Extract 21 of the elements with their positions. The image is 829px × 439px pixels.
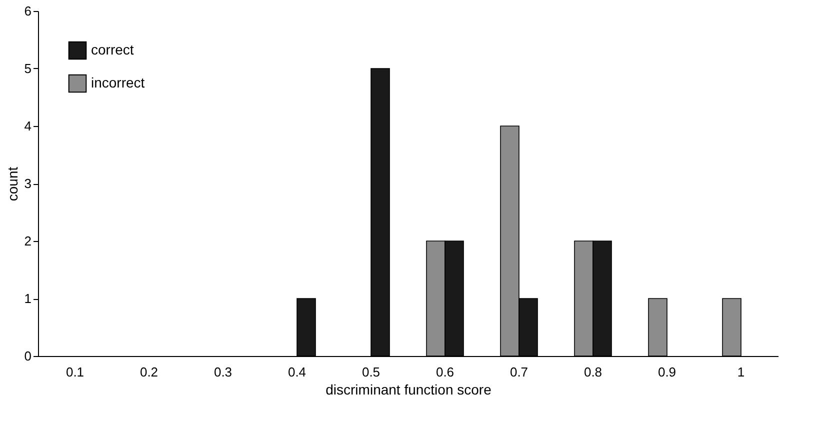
y-tick-label: 5: [24, 61, 32, 76]
x-axis-title: discriminant function score: [326, 382, 492, 398]
x-tick-label: 0.5: [362, 364, 380, 380]
y-tick-label: 3: [24, 176, 32, 191]
legend-label: correct: [91, 42, 134, 58]
y-tick-label: 4: [24, 118, 32, 134]
legend-label: incorrect: [91, 74, 145, 90]
y-tick-label: 6: [24, 4, 32, 18]
y-tick-label: 1: [24, 291, 32, 306]
x-tick-label: 0.7: [510, 364, 528, 380]
x-tick-label: 1: [737, 364, 745, 380]
x-tick-label: 0.2: [140, 364, 158, 380]
x-tick-label: 0.3: [214, 364, 232, 380]
y-tick-label: 2: [24, 234, 32, 248]
x-tick-label: 0.9: [658, 364, 676, 380]
y-tick-label: 0: [24, 348, 32, 364]
x-tick-label: 0.1: [66, 364, 84, 380]
x-tick-label: 0.6: [436, 364, 454, 380]
y-axis-title: count: [4, 166, 20, 202]
x-tick-label: 0.4: [288, 364, 306, 380]
x-tick-label: 0.8: [584, 364, 602, 380]
